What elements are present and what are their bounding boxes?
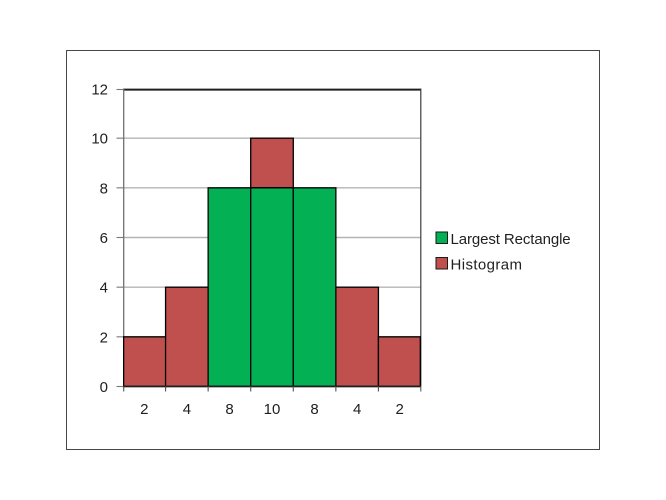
svg-text:0: 0 [100, 379, 108, 396]
svg-text:4: 4 [183, 401, 191, 418]
svg-text:2: 2 [396, 401, 404, 418]
svg-text:2: 2 [100, 329, 108, 346]
svg-text:8: 8 [225, 401, 233, 418]
svg-text:2: 2 [140, 401, 148, 418]
svg-text:8: 8 [310, 401, 318, 418]
svg-text:Histogram: Histogram [451, 257, 523, 274]
svg-text:Largest Rectangle: Largest Rectangle [451, 231, 571, 248]
svg-text:6: 6 [100, 230, 108, 247]
svg-text:10: 10 [264, 401, 281, 418]
svg-text:10: 10 [91, 131, 108, 148]
svg-text:4: 4 [353, 401, 361, 418]
svg-text:8: 8 [100, 180, 108, 197]
svg-text:4: 4 [100, 280, 108, 297]
svg-text:12: 12 [91, 82, 108, 99]
